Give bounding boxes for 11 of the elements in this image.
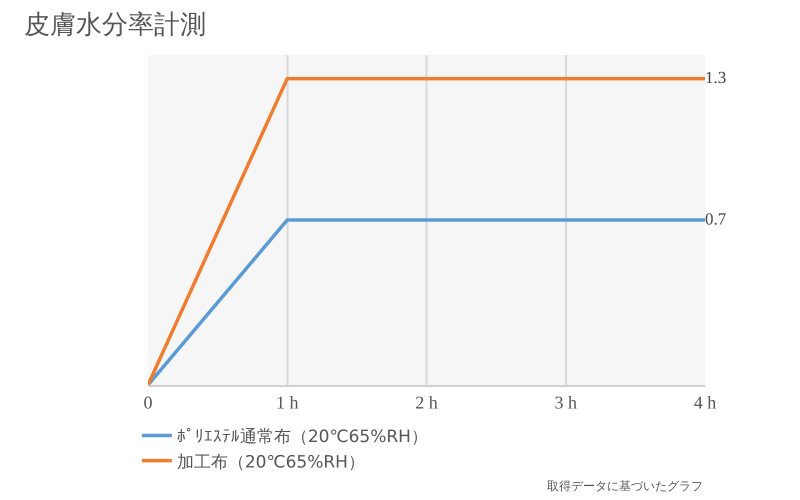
legend-label: 加工布（20℃65%RH） [176,452,365,472]
text: 取得データに基づいたグラフ [547,479,703,493]
x-tick-label: 3 h [554,392,577,412]
x-tick-label: 0 [144,392,152,412]
data-label: 1.3 [705,68,726,87]
x-tick-label: 1 h [276,392,298,412]
data-label: 0.7 [705,209,727,228]
x-tick-label: 2 h [415,392,438,412]
legend-label: ﾎﾟﾘｴｽﾃﾙ通常布（20℃65%RH） [176,427,428,448]
chart-title: 皮膚水分率計測 [24,10,206,40]
x-tick-label: 4 h [694,392,716,412]
